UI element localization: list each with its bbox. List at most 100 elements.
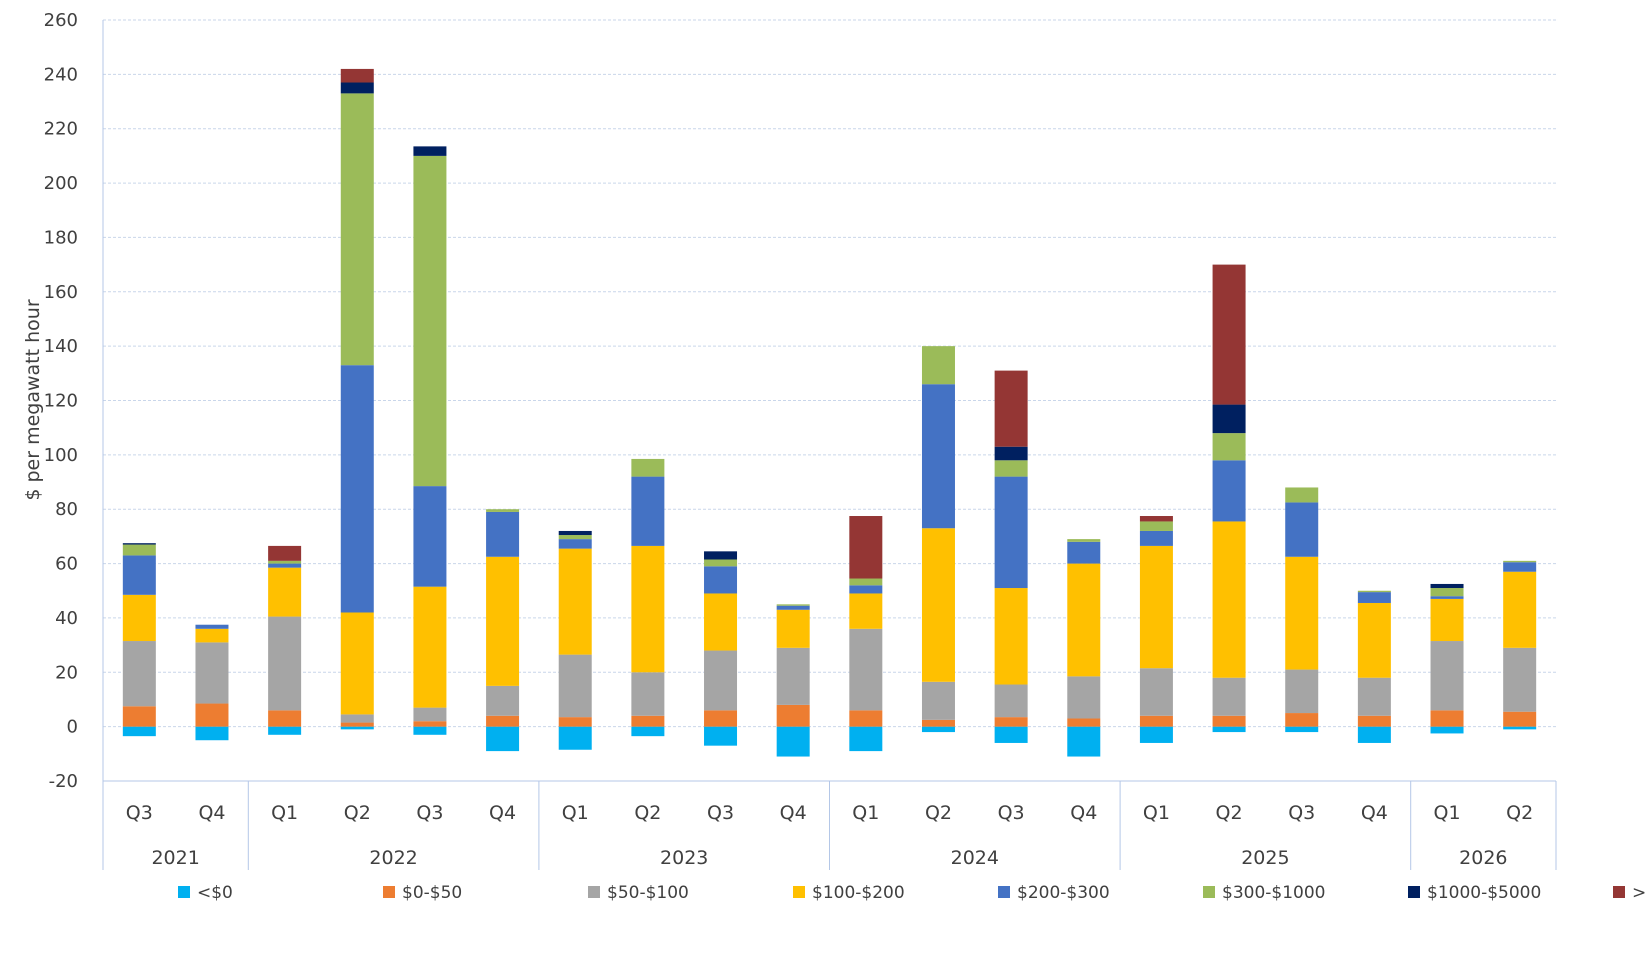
bar-segment [849, 628, 883, 711]
bar-segment [268, 545, 302, 561]
bar-segment [994, 476, 1028, 589]
bar-segment [486, 726, 520, 752]
legend-item: $300-$1000 [1203, 883, 1325, 903]
x-category-label: Q1 [1143, 802, 1170, 824]
legend-label: $1000-$5000 [1427, 883, 1541, 903]
bar-segment [1430, 726, 1464, 734]
legend-swatch [1613, 886, 1625, 898]
bar-segment [340, 726, 374, 730]
y-tick-label: -20 [49, 771, 78, 792]
bar-segment [1067, 539, 1101, 542]
bar-segment [122, 544, 156, 556]
bar-segment [558, 654, 592, 718]
bar-segment [122, 726, 156, 737]
bar-segment [1430, 583, 1464, 589]
bar-segment [1139, 715, 1173, 727]
bar-segment [921, 384, 955, 529]
bar-segment [413, 155, 447, 487]
bar-segment [631, 476, 665, 546]
y-tick-label: 220 [44, 119, 78, 140]
bar-segment [122, 594, 156, 642]
bar-segment [122, 706, 156, 727]
bar-segment [776, 647, 810, 705]
bar-segment [122, 641, 156, 707]
bar-segment [1357, 602, 1391, 678]
bar-segment [413, 486, 447, 587]
bar-segment [1067, 541, 1101, 564]
bar-segment [1139, 726, 1173, 743]
x-category-label: Q4 [780, 802, 807, 824]
bar-segment [558, 539, 592, 549]
bar-segment [776, 726, 810, 757]
bar-segment [486, 685, 520, 716]
bar-segment [704, 726, 738, 746]
bar-segment [558, 530, 592, 536]
bar-segment [704, 551, 738, 560]
bar-segment [776, 605, 810, 610]
bar-segment [1212, 433, 1246, 461]
bar-segment [1212, 677, 1246, 716]
bar-segment [1139, 545, 1173, 669]
y-tick-label: 260 [44, 10, 78, 31]
legend-swatch [998, 886, 1010, 898]
bar-segment [849, 516, 883, 579]
legend-label: $300-$1000 [1222, 883, 1325, 903]
bar-segment [1430, 588, 1464, 597]
bar-segment [1285, 726, 1319, 733]
bar-segment [413, 146, 447, 156]
bar-segment [268, 567, 302, 617]
x-year-label: 2024 [951, 847, 999, 869]
legend-item: $50-$100 [588, 883, 689, 903]
bar-segment [195, 624, 229, 629]
y-tick-label: 140 [44, 336, 78, 357]
legend: <$0 $0-$50 $50-$100 $100-$200 $200-$300 $300-… [178, 883, 1646, 903]
x-category-label: Q4 [1361, 802, 1388, 824]
legend-label: $200-$300 [1017, 883, 1110, 903]
y-tick-label: 120 [44, 391, 78, 412]
bar-segment [486, 511, 520, 557]
bar-segment [1067, 718, 1101, 727]
x-category-label: Q4 [1070, 802, 1097, 824]
bar-segment [849, 710, 883, 727]
x-category-label: Q3 [126, 802, 153, 824]
bar-segment [1285, 556, 1319, 670]
legend-item: $1000-$5000 [1408, 883, 1541, 903]
legend-item: $100-$200 [793, 883, 905, 903]
bar-segment [1139, 530, 1173, 546]
bar-segment [340, 68, 374, 83]
bar-segment [921, 346, 955, 385]
bar-segment [776, 704, 810, 727]
bar-segment [340, 612, 374, 715]
bar-segment [994, 717, 1028, 727]
bar-segment [1503, 647, 1537, 712]
bar-segment [1357, 715, 1391, 727]
legend-label: <$0 [197, 883, 233, 903]
x-category-label: Q3 [1288, 802, 1315, 824]
bar-segment [849, 578, 883, 586]
bar-segment [1139, 521, 1173, 531]
bar-segment [1503, 562, 1537, 572]
bar-segment [486, 715, 520, 727]
y-tick-label: 80 [55, 499, 78, 520]
bar-segment [195, 726, 229, 741]
bar-segment [122, 555, 156, 595]
bar-segment [1503, 726, 1537, 730]
bar-segment [486, 509, 520, 512]
bar-segment [994, 446, 1028, 461]
bar-segment [849, 593, 883, 629]
bar-segment [486, 556, 520, 686]
x-category-label: Q2 [1216, 802, 1243, 824]
bar-segment [340, 93, 374, 366]
x-category-label: Q2 [1506, 802, 1533, 824]
y-tick-label: 200 [44, 173, 78, 194]
bar-segment [413, 721, 447, 727]
y-tick-label: 100 [44, 445, 78, 466]
bar-segment [849, 585, 883, 594]
bar-segment [558, 548, 592, 655]
bar-segment [1430, 598, 1464, 642]
x-category-label: Q3 [998, 802, 1025, 824]
x-category-label: Q3 [707, 802, 734, 824]
legend-swatch [588, 886, 600, 898]
bar-segment [704, 650, 738, 711]
